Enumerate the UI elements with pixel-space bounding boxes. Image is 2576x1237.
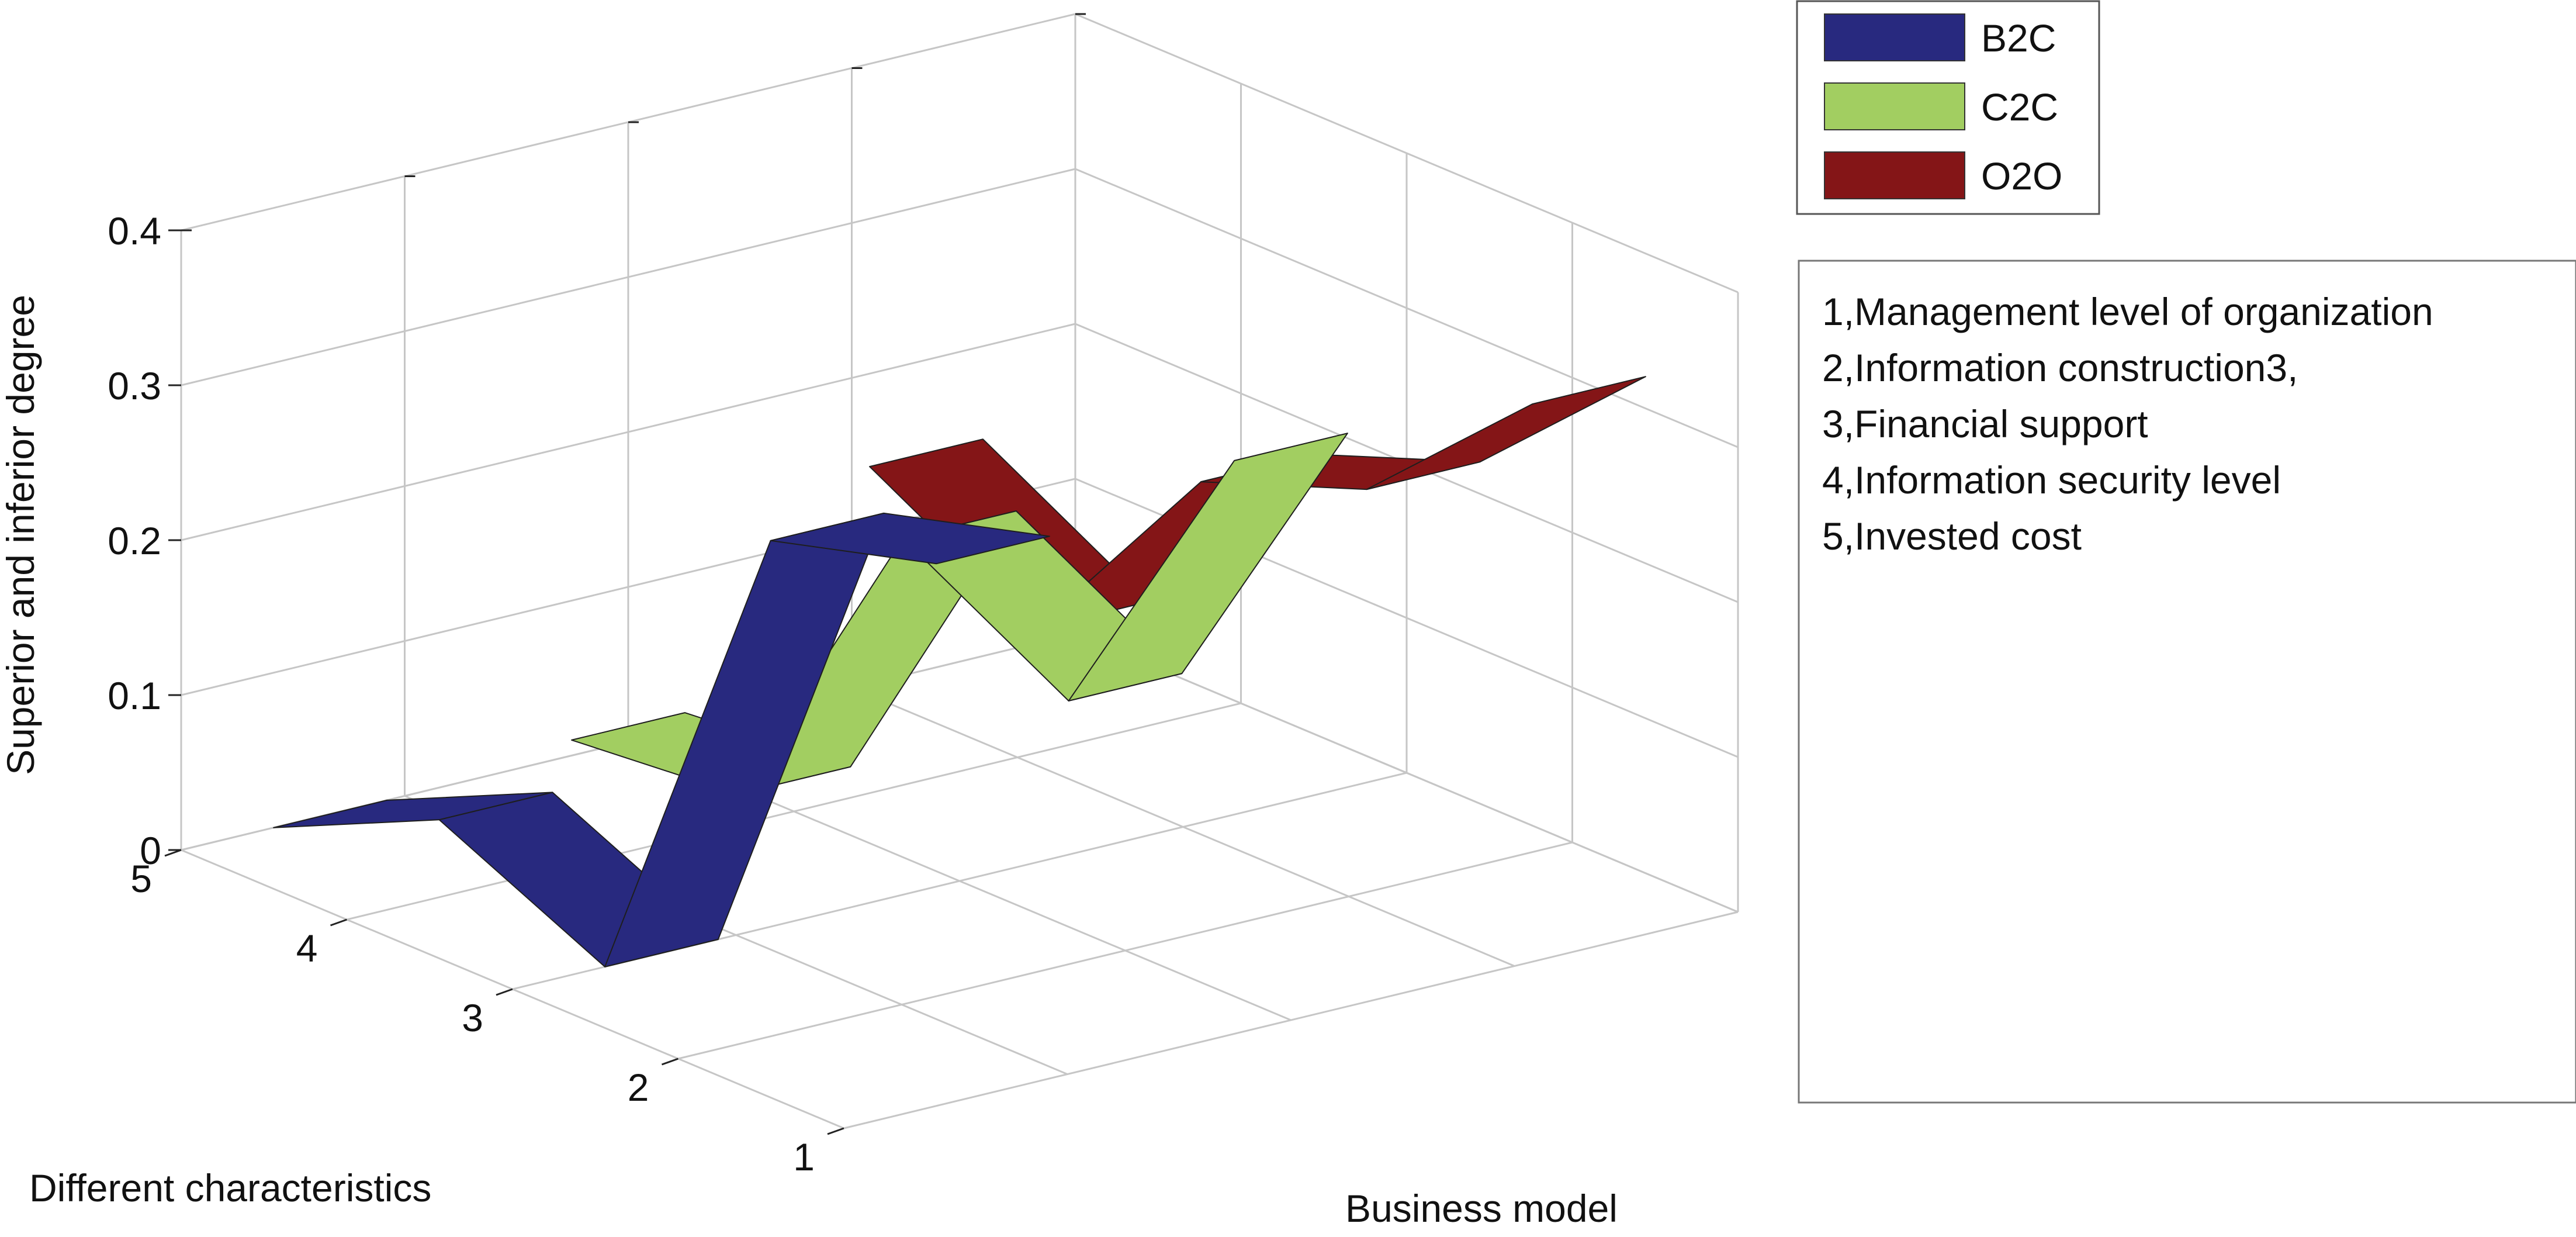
legend-swatch (1824, 151, 1965, 199)
y-tick-label: 5 (130, 857, 152, 900)
y-tick-label: 3 (462, 996, 483, 1039)
note-line: 1,Management level of organization (1822, 290, 2433, 333)
ribbon-segment (770, 512, 1050, 565)
y-tick (496, 988, 513, 996)
grid-line (851, 687, 1515, 967)
grid-line (1075, 633, 1739, 913)
grid-line (181, 168, 1739, 448)
y-tick-label: 4 (296, 927, 318, 970)
legend-label: O2O (1981, 154, 2062, 198)
note-line: 3,Financial support (1822, 402, 2148, 445)
z-tick-label: 0.2 (108, 519, 161, 562)
legend-swatch (1824, 82, 1965, 130)
y-tick (661, 1058, 679, 1066)
y-axis-title: Different characteristics (29, 1166, 431, 1210)
y-tick (330, 918, 348, 927)
note-frame (1798, 260, 2576, 1104)
grid-line (181, 13, 1739, 293)
z-tick-label: 0.4 (108, 209, 161, 253)
note-line: 4,Information security level (1822, 458, 2281, 502)
x-axis-title: Business model (1345, 1187, 1618, 1230)
legend-swatch (1824, 13, 1965, 61)
z-axis-title: Superior and inferior degree (0, 295, 42, 775)
grid-line (181, 633, 1739, 913)
y-tick-label: 1 (793, 1135, 815, 1179)
ribbon-segment (1366, 376, 1646, 490)
series-c2c (571, 433, 1348, 795)
legend-label: C2C (1981, 85, 2058, 129)
z-tick-label: 0.3 (108, 364, 161, 407)
y-tick (827, 1127, 844, 1135)
ribbons (273, 376, 1646, 968)
note-line: 2,Information construction3, (1822, 346, 2298, 389)
note-line: 5,Invested cost (1822, 514, 2082, 558)
z-tick-label: 0.1 (108, 674, 161, 717)
characteristics-note-box: 1,Management level of organization 2,Info… (1798, 260, 2576, 1104)
ribbon-segment (1068, 433, 1348, 702)
y-tick (164, 849, 182, 857)
z-tick-label: 0 (140, 829, 161, 872)
series-b2c (273, 512, 1050, 968)
legend-label: B2C (1981, 16, 2056, 60)
y-tick-label: 2 (628, 1066, 649, 1109)
legend: B2C C2C O2O (1796, 0, 2100, 215)
axis-ticks: 0 0.1 0.2 0.3 0.4 1 2 3 4 5 (108, 13, 1086, 1179)
